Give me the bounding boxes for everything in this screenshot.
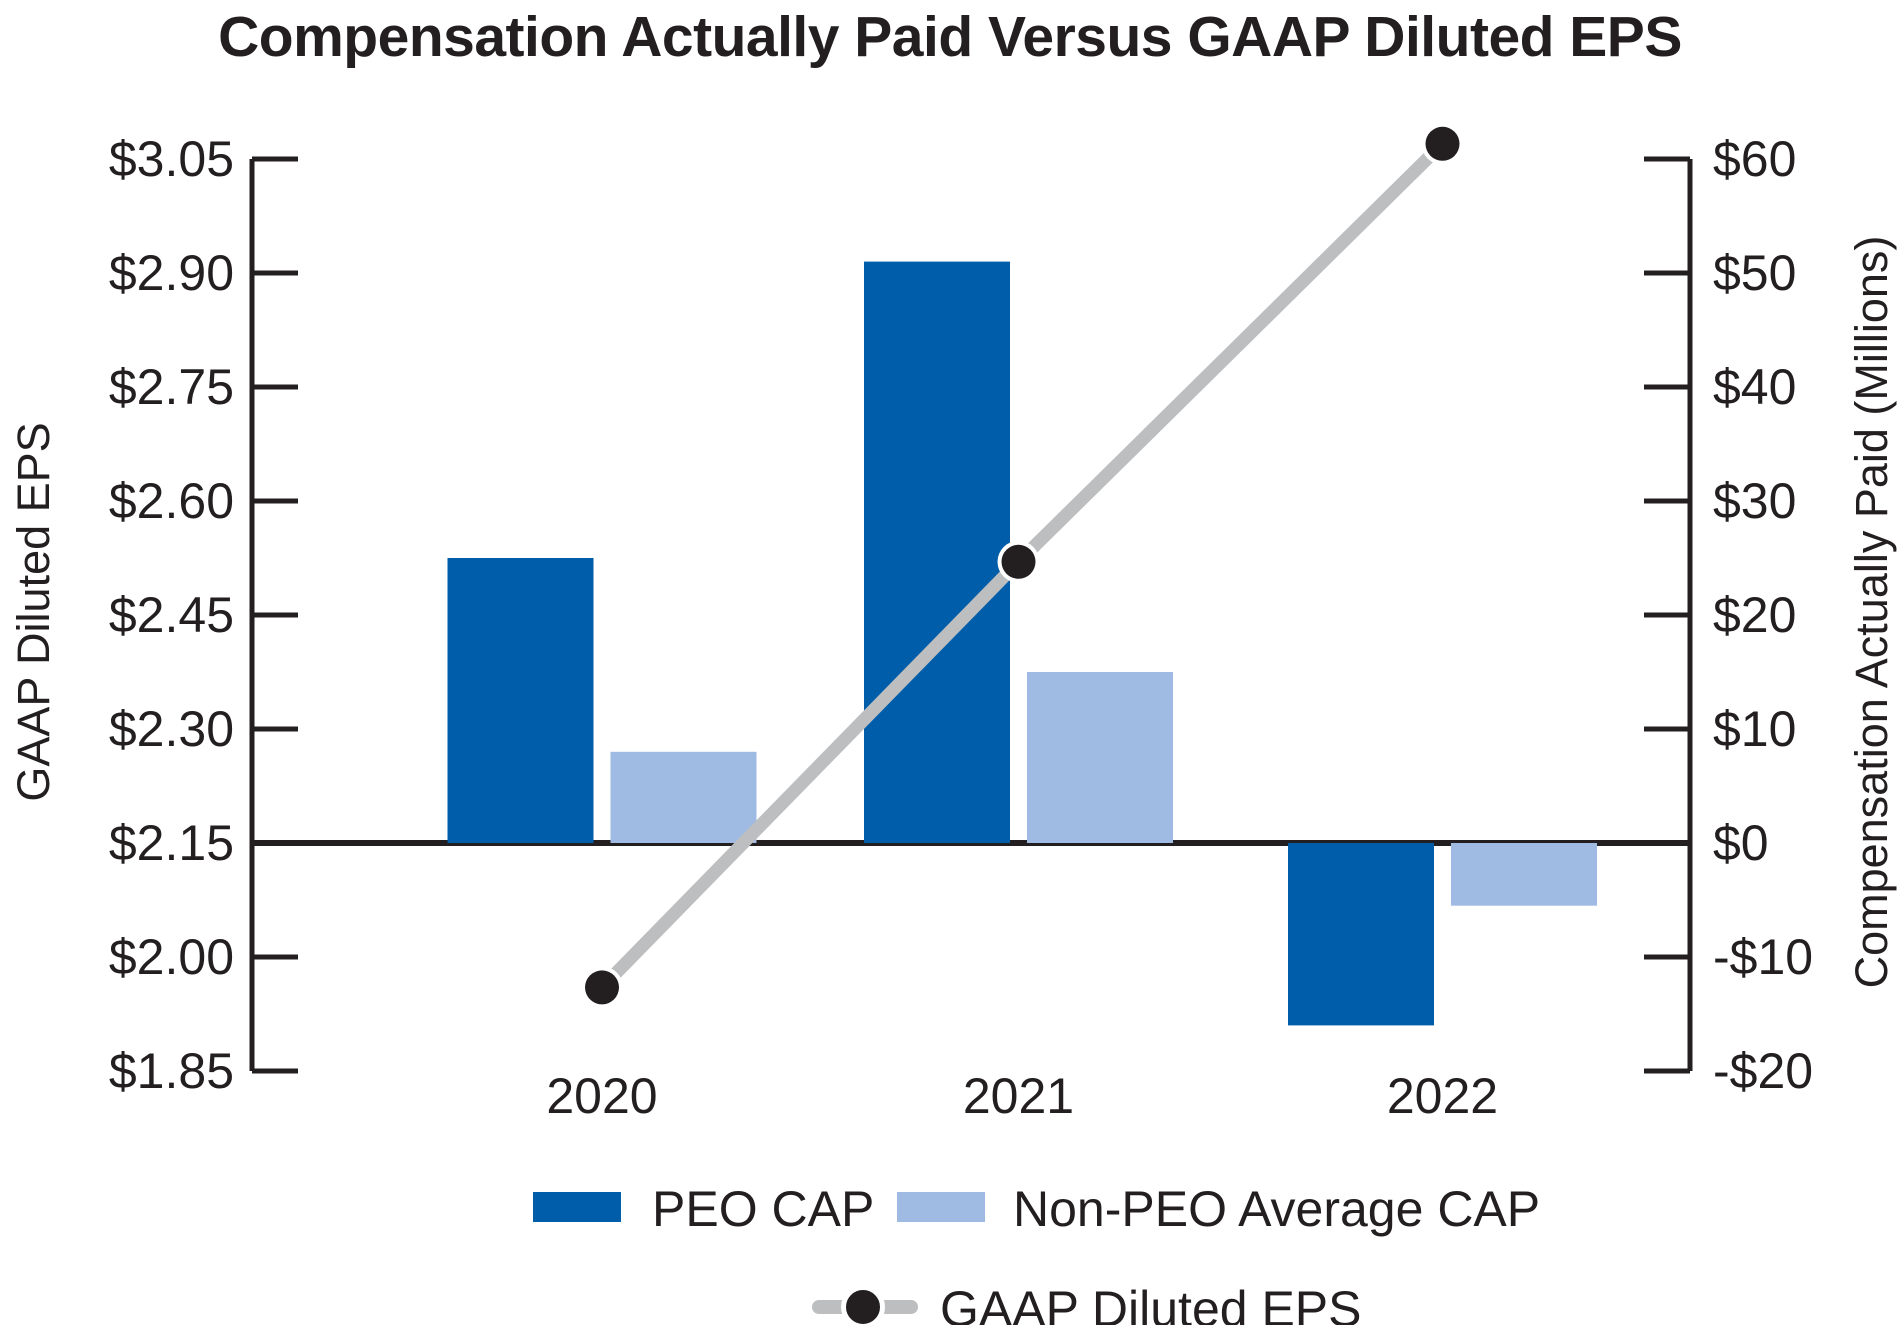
legend-swatch-peo-cap — [533, 1192, 621, 1222]
right-axis-tick-label: $0 — [1713, 815, 1769, 871]
right-axis-tick-label: $30 — [1713, 473, 1796, 529]
x-axis-label-2020: 2020 — [546, 1068, 657, 1124]
legend-label-non-peo-cap: Non-PEO Average CAP — [1013, 1181, 1541, 1237]
left-axis-tick-label: $3.05 — [109, 131, 234, 187]
left-axis-tick-label: $2.00 — [109, 929, 234, 985]
legend-label-peo-cap: PEO CAP — [652, 1181, 875, 1237]
bar-non-peo-cap-2022 — [1451, 843, 1597, 906]
bar-non-peo-cap-2020 — [610, 751, 757, 843]
right-axis-tick-label: $40 — [1713, 359, 1796, 415]
right-axis-tick-label: $10 — [1713, 701, 1796, 757]
gaap-eps-marker-2021 — [1001, 544, 1036, 579]
left-axis-tick-label: $2.75 — [109, 359, 234, 415]
right-axis-tick-label: $60 — [1713, 131, 1796, 187]
right-axis-tick-label: -$10 — [1713, 929, 1813, 985]
legend-swatch-non-peo-cap — [897, 1192, 985, 1222]
left-axis-tick-label: $1.85 — [109, 1043, 234, 1099]
right-axis-tick-label: -$20 — [1713, 1043, 1813, 1099]
bar-peo-cap-2021 — [864, 261, 1010, 844]
legend-dot-marker — [841, 1285, 885, 1325]
bar-peo-cap-2022 — [1288, 843, 1434, 1026]
right-axis-tick-label: $50 — [1713, 245, 1796, 301]
gaap-eps-marker-2022 — [1425, 126, 1460, 161]
gaap-eps-marker-2020 — [585, 970, 619, 1005]
right-axis-tick-label: $20 — [1713, 587, 1796, 643]
left-axis-tick-label: $2.15 — [109, 815, 234, 871]
left-axis-tick-label: $2.45 — [109, 587, 234, 643]
left-axis-tick-label: $2.30 — [109, 701, 234, 757]
left-axis-tick-label: $2.60 — [109, 473, 234, 529]
left-axis-tick-label: $2.90 — [109, 245, 234, 301]
legend-label-gaap-eps: GAAP Diluted EPS — [940, 1281, 1362, 1325]
x-axis-label-2022: 2022 — [1387, 1068, 1498, 1124]
bar-peo-cap-2020 — [447, 558, 594, 843]
x-axis-label-2021: 2021 — [963, 1068, 1074, 1124]
chart-title: Compensation Actually Paid Versus GAAP D… — [218, 5, 1682, 69]
bar-non-peo-cap-2021 — [1027, 672, 1173, 843]
